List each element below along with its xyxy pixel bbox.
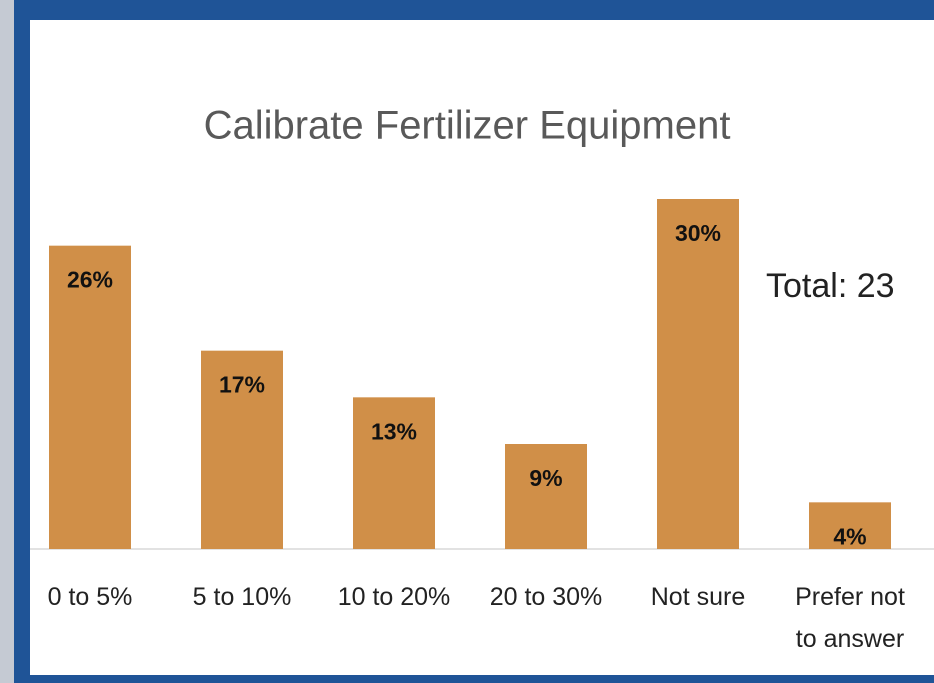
x-tick-label: Not sure [651, 583, 745, 611]
data-label: 4% [833, 523, 866, 549]
x-tick-label: 0 to 5% [48, 583, 133, 611]
data-label: 13% [371, 418, 417, 444]
bar [657, 199, 739, 549]
bar [505, 444, 587, 549]
x-tick-label: 10 to 20% [338, 583, 451, 611]
bar [49, 245, 131, 549]
chart-title: Calibrate Fertilizer Equipment [204, 104, 731, 148]
x-tick-label: 20 to 30% [490, 583, 603, 611]
data-label: 26% [67, 267, 113, 293]
data-label: 9% [529, 465, 562, 491]
bar [201, 350, 283, 549]
bar [353, 397, 435, 549]
x-tick-label: Prefer not to answer [795, 583, 905, 653]
data-label: 30% [675, 220, 721, 246]
panel [30, 20, 934, 675]
annotation: Total: 23 [766, 267, 895, 305]
data-label: 17% [219, 372, 265, 398]
bar [809, 502, 891, 549]
x-tick-label: 5 to 10% [193, 583, 292, 611]
